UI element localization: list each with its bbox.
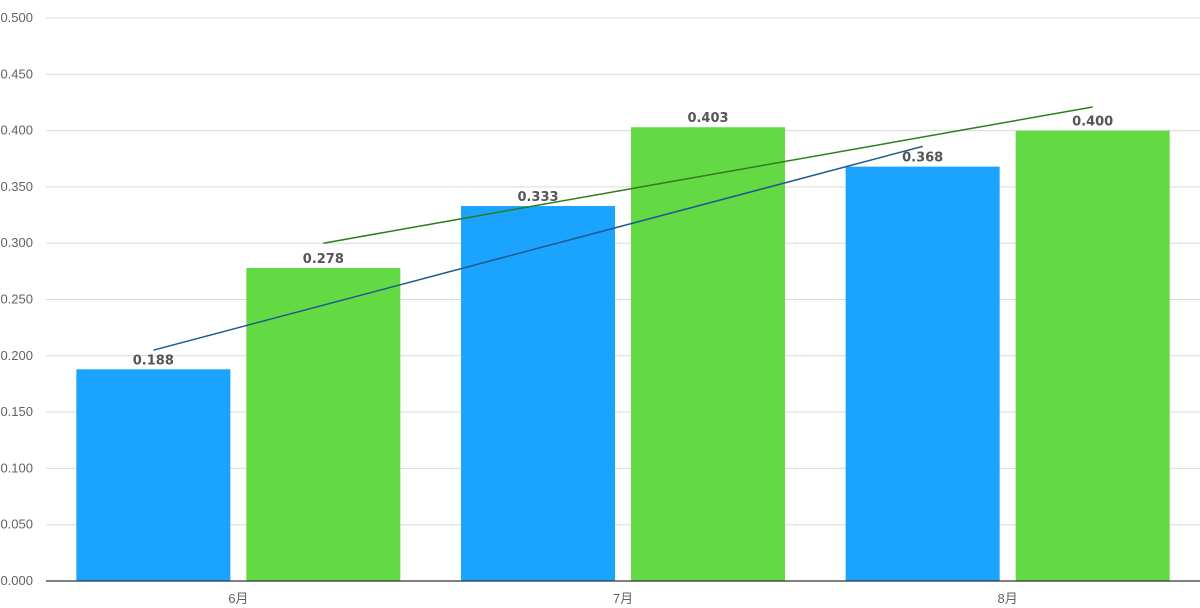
x-tick-label: 8月 — [998, 591, 1018, 606]
data-labels: 0.188 0.333 0.368 0.278 0.403 0.400 — [133, 111, 1113, 368]
y-tick-label: 0.300 — [0, 235, 33, 250]
y-tick-label: 0.200 — [0, 348, 33, 363]
bars — [76, 127, 1170, 582]
bar — [76, 369, 231, 581]
data-label: 0.400 — [1072, 115, 1113, 130]
bar — [461, 206, 615, 582]
trendline — [323, 106, 1093, 244]
y-tick-label: 0.450 — [0, 66, 33, 81]
x-tick-label: 7月 — [613, 591, 633, 606]
y-tick-label: 0.050 — [0, 517, 33, 532]
y-tick-label: 0.000 — [0, 573, 33, 588]
bar — [1015, 130, 1170, 581]
x-axis-ticks: 6月 7月 8月 — [228, 591, 1018, 606]
x-tick-label: 6月 — [228, 591, 248, 606]
y-tick-label: 0.400 — [0, 123, 33, 138]
bar — [845, 166, 1000, 581]
trendline — [153, 145, 923, 351]
data-label: 0.333 — [517, 190, 558, 205]
data-label: 0.403 — [687, 111, 728, 126]
y-tick-label: 0.250 — [0, 292, 33, 307]
y-tick-label: 0.350 — [0, 179, 33, 194]
bar — [631, 127, 785, 582]
y-tick-label: 0.100 — [0, 460, 33, 475]
data-label: 0.368 — [902, 151, 943, 166]
bar — [246, 267, 401, 581]
gridlines — [46, 17, 1200, 526]
y-tick-label: 0.500 — [0, 10, 33, 25]
data-label: 0.188 — [133, 353, 174, 368]
y-axis-ticks: 0.000 0.050 0.100 0.150 0.200 0.250 0.300 0.350… — [0, 10, 33, 588]
y-tick-label: 0.150 — [0, 404, 33, 419]
data-label: 0.278 — [303, 252, 344, 267]
trendlines — [153, 106, 1093, 351]
